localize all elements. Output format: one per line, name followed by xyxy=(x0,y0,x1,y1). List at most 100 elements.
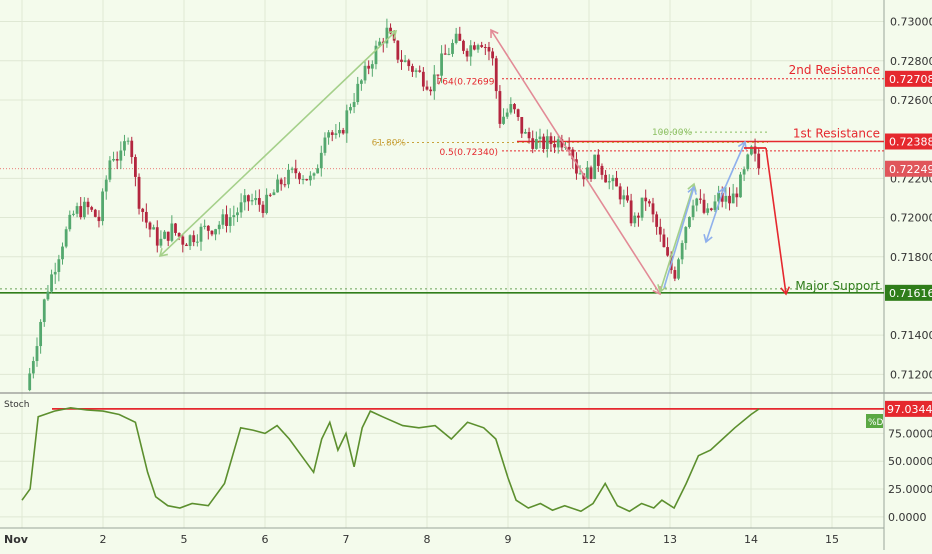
candle-body xyxy=(691,205,695,217)
blue-swing-arrow-2-head xyxy=(717,186,727,196)
candle-body xyxy=(334,133,338,135)
candle-body xyxy=(600,165,604,175)
candle-body xyxy=(575,159,578,174)
fib-786-label: .764(0.72699) xyxy=(434,78,498,88)
candle-body xyxy=(276,179,279,193)
candle-body xyxy=(498,91,502,124)
candle-body xyxy=(239,202,243,213)
candle-body xyxy=(359,80,363,84)
candle-body xyxy=(593,154,597,180)
candle-body xyxy=(35,346,39,362)
candle-body xyxy=(451,42,454,54)
candle-body xyxy=(90,207,94,210)
candle-body xyxy=(429,89,433,92)
candle-body xyxy=(684,227,688,244)
candle-body xyxy=(542,136,546,150)
candle-body xyxy=(688,216,691,228)
price-tick-label: 0.71400 xyxy=(890,329,932,342)
candle-body xyxy=(228,217,232,226)
candle-body xyxy=(618,186,622,200)
candle-body xyxy=(414,70,418,72)
candle-body xyxy=(39,321,43,347)
candle-body xyxy=(717,192,720,202)
candle-body xyxy=(651,203,655,215)
major-support-price-badge: 0.71616 xyxy=(889,287,932,300)
bear-trend-arrow-tail-head xyxy=(490,28,499,39)
candle-body xyxy=(666,247,669,256)
candle-body xyxy=(246,195,250,202)
candle-body xyxy=(739,174,742,198)
candle-body xyxy=(374,45,378,65)
candle-body xyxy=(622,195,626,200)
candle-body xyxy=(166,231,170,241)
candle-body xyxy=(378,41,382,46)
candle-body xyxy=(750,146,753,155)
candle-body xyxy=(206,225,210,231)
bull-swing-arrow xyxy=(659,183,695,293)
fib-50-label: 0.5(0.72340) xyxy=(439,148,498,158)
candle-body xyxy=(112,158,115,161)
candle-body xyxy=(553,144,556,148)
candle-body xyxy=(673,270,677,279)
price-layer xyxy=(28,18,761,392)
bull-trend-arrow-head xyxy=(387,29,398,39)
candle-body xyxy=(695,198,699,206)
candle-body xyxy=(735,193,739,198)
candle-body xyxy=(272,192,276,196)
candle-body xyxy=(742,169,746,175)
candle-body xyxy=(585,167,589,180)
candle-body xyxy=(658,226,662,235)
candle-body xyxy=(421,71,425,87)
candle-body xyxy=(680,243,684,260)
candle-body xyxy=(400,59,403,62)
candle-body xyxy=(287,169,290,185)
candle-body xyxy=(261,204,265,213)
candle-body xyxy=(341,129,345,134)
overlay-layer xyxy=(158,28,791,296)
stoch-layer: Stoch xyxy=(4,400,884,513)
candle-body xyxy=(731,193,735,204)
candle-body xyxy=(290,168,294,170)
candle-body xyxy=(327,132,330,138)
time-tick-label: 9 xyxy=(505,533,512,546)
candle-body xyxy=(214,229,217,235)
candle-body xyxy=(294,168,298,174)
candle-body xyxy=(159,238,163,246)
candle-body xyxy=(163,231,166,239)
blue-swing-arrow-2-tail-head xyxy=(703,234,713,244)
fib-618-label: 61.80% xyxy=(372,139,407,149)
candle-body xyxy=(137,176,141,209)
candle-body xyxy=(709,208,713,211)
candle-body xyxy=(192,235,196,243)
candle-body xyxy=(283,184,287,186)
candle-body xyxy=(626,195,629,201)
candle-body xyxy=(480,45,484,48)
candle-body xyxy=(188,235,192,247)
major-support-price-badge-bg xyxy=(885,284,932,301)
candle-body xyxy=(370,64,374,69)
price-tick-label: 0.71200 xyxy=(890,368,932,381)
candle-body xyxy=(524,132,527,134)
candle-body xyxy=(396,40,400,60)
candle-body xyxy=(64,229,68,247)
candle-body xyxy=(42,299,46,322)
projection-arrow xyxy=(765,147,787,295)
candle-body xyxy=(458,33,462,41)
candle-body xyxy=(155,227,159,246)
candle-body xyxy=(53,271,57,275)
candle-body xyxy=(615,177,618,187)
candle-body xyxy=(527,132,531,139)
candle-body xyxy=(352,102,356,108)
candle-body xyxy=(403,60,407,62)
candle-body xyxy=(148,222,152,230)
candle-body xyxy=(130,140,134,158)
candle-body xyxy=(305,179,309,181)
first-resistance-price-badge-bg xyxy=(885,133,932,150)
candle-body xyxy=(746,154,750,170)
candle-body xyxy=(152,227,156,230)
candle-body xyxy=(538,136,542,140)
time-tick-label: Nov xyxy=(4,533,29,546)
candle-body xyxy=(330,132,334,135)
candle-body xyxy=(440,53,443,76)
candle-body xyxy=(312,173,316,176)
